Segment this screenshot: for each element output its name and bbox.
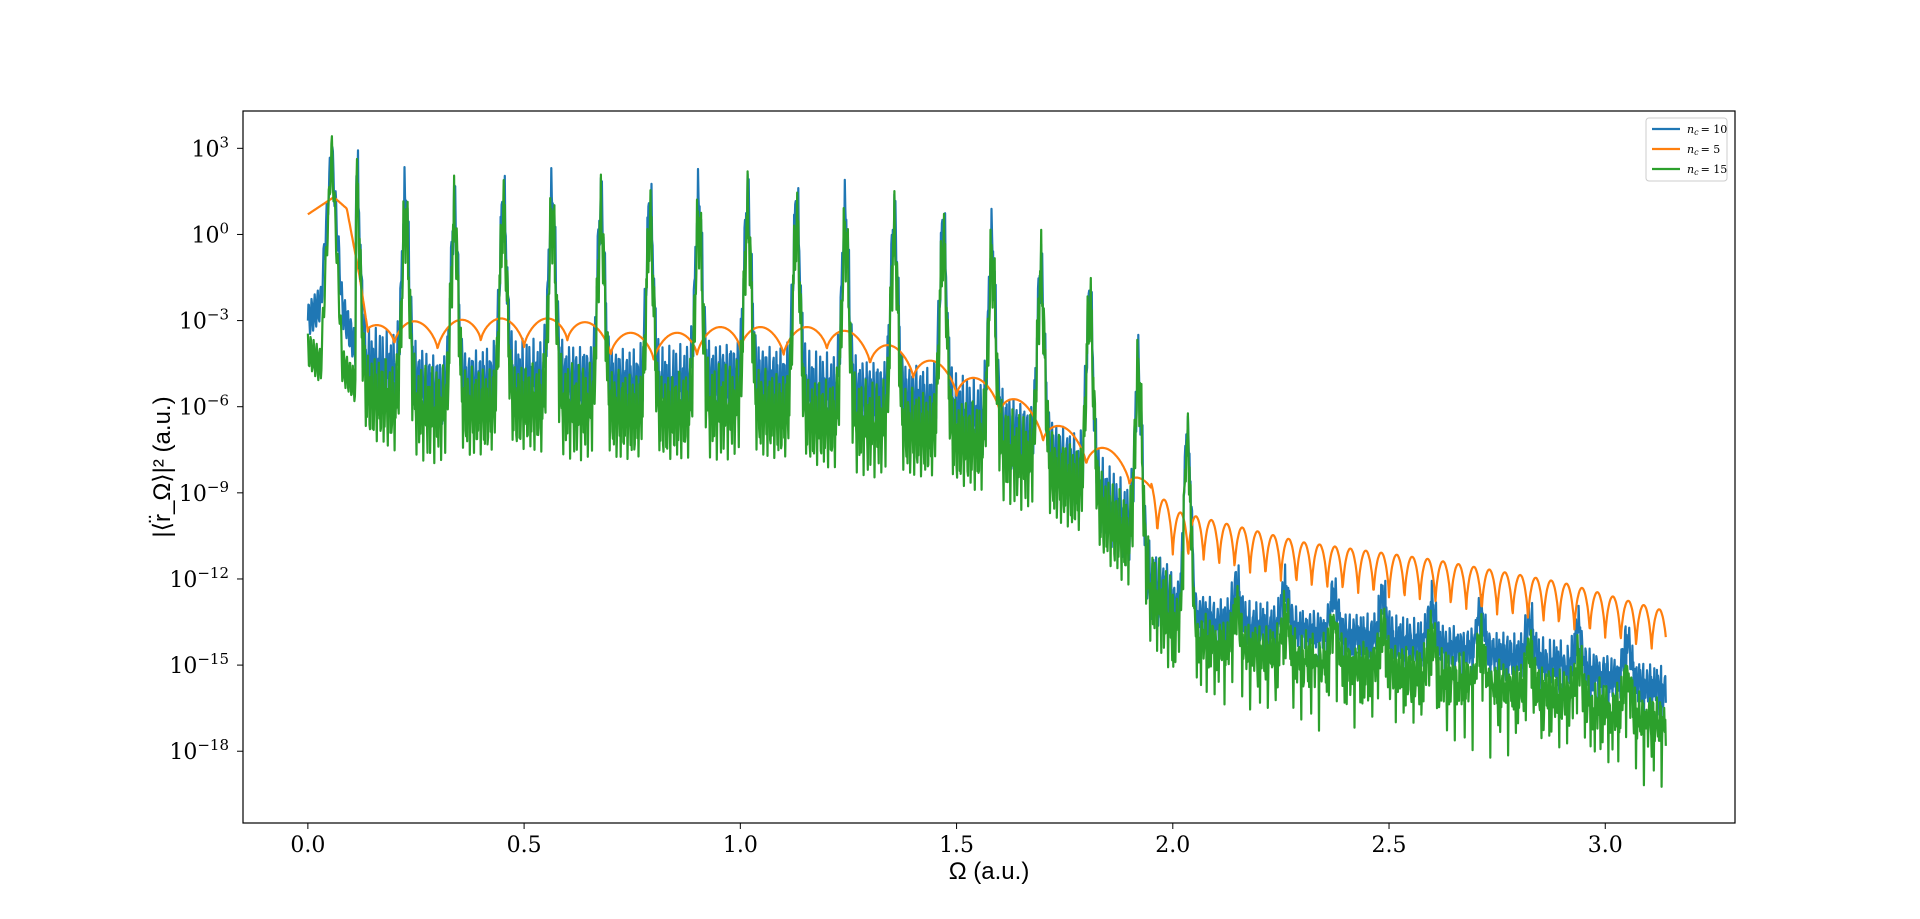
x-tick-label: 1.0	[723, 833, 758, 858]
y-tick-label: 10−3	[179, 306, 229, 335]
series-layer	[306, 135, 1667, 788]
x-tick-label: 2.0	[1155, 833, 1190, 858]
y-tick-label: 10−9	[179, 478, 229, 507]
y-tick-label: 10−15	[169, 650, 229, 679]
y-axis-label: |⟨r̈_Ω⟩|² (a.u.)	[149, 396, 176, 537]
y-tick-label: 10−18	[169, 736, 229, 765]
x-tick-label: 0.5	[507, 833, 542, 858]
legend: nc = 10 nc = 5 nc = 15	[1645, 117, 1728, 182]
series-line-3	[306, 135, 1667, 788]
x-tick-label: 0.0	[290, 833, 325, 858]
x-tick-label: 1.5	[939, 833, 974, 858]
x-tick-label: 2.5	[1372, 833, 1407, 858]
y-tick-label: 103	[191, 133, 229, 162]
x-tick-label: 3.0	[1588, 833, 1623, 858]
legend-label-3: nc = 15	[1687, 163, 1727, 177]
plot-frame	[242, 110, 1736, 824]
y-axis-ticks: 103 100 10−3 10−6 10−9 10−12 10−15 10−18	[169, 133, 243, 765]
y-tick-label: 10−12	[169, 564, 229, 593]
y-tick-label: 100	[191, 219, 229, 248]
legend-label-2: nc = 5	[1687, 143, 1720, 157]
legend-label-1: nc = 10	[1687, 123, 1727, 137]
x-axis-ticks: 0.0 0.5 1.0 1.5 2.0 2.5 3.0	[290, 823, 1623, 858]
legend-box	[1645, 117, 1728, 182]
y-tick-label: 10−6	[179, 392, 229, 421]
x-axis-label: Ω (a.u.)	[949, 858, 1030, 885]
